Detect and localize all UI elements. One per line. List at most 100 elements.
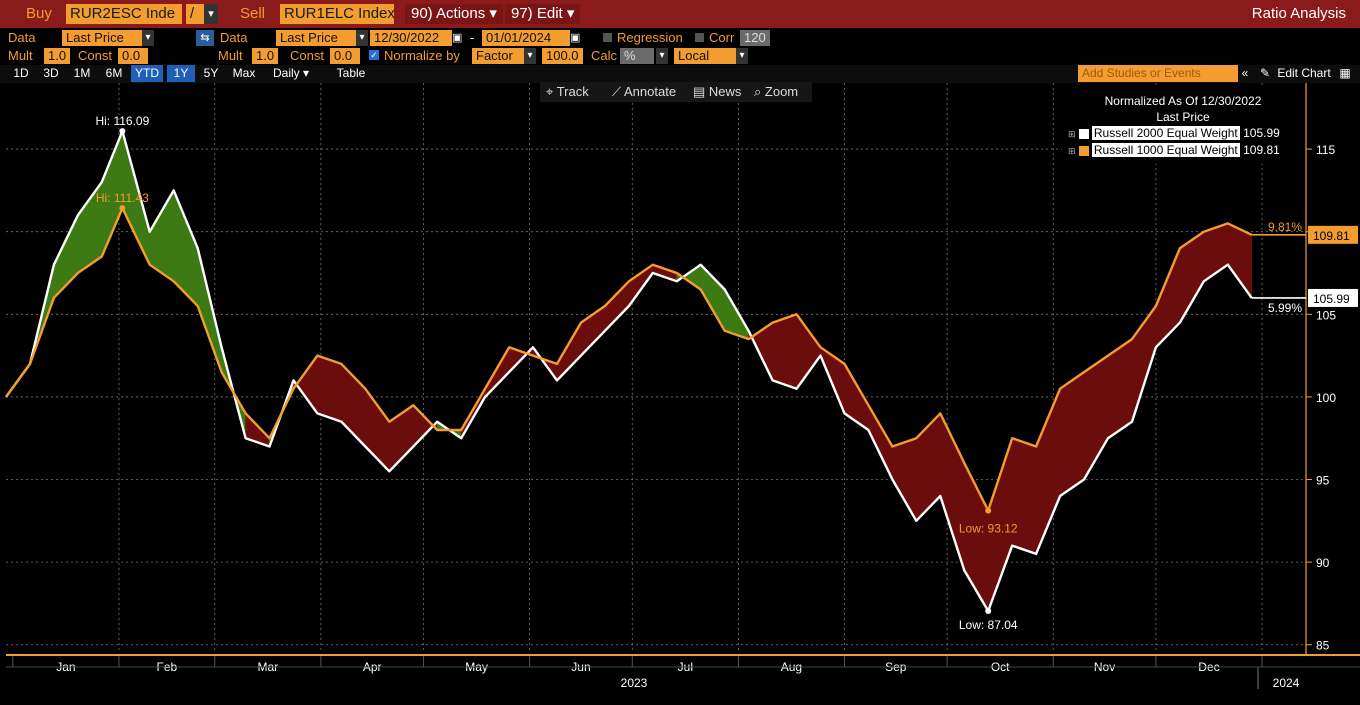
- ratio-operator-dropdown-icon[interactable]: ▾: [204, 4, 218, 24]
- grid-layout-icon[interactable]: ▦: [1339, 66, 1351, 80]
- chart-panel[interactable]: 859095100105110115JanFebMarAprMayJunJulA…: [0, 83, 1360, 702]
- date-range-dash: -: [470, 30, 475, 45]
- white-high-label-dot: [119, 128, 126, 135]
- legend-item[interactable]: ⊞ Russell 1000 Equal Weight 109.81: [1068, 143, 1280, 157]
- normalize-type-field[interactable]: Factor: [472, 48, 530, 64]
- white-last-tag: [1308, 288, 1358, 307]
- chart-legend: Normalized As Of 12/30/2022 Last Price ⊞…: [1062, 88, 1304, 164]
- edit-menu-button[interactable]: 97) Edit ▾: [505, 4, 581, 24]
- spread-fill: [173, 190, 198, 307]
- legend-swatch-orange: [1078, 145, 1089, 156]
- y-tick-label: 100: [1316, 391, 1336, 405]
- data-field-2-dropdown-icon[interactable]: ▾: [356, 30, 368, 46]
- chart-tools: ⌖ Track ⟋ Annotate ▤ News ⌕ Zoom: [540, 82, 812, 102]
- orange-low-label: Low: 93.12: [959, 522, 1018, 536]
- magnifier-icon: ⌕: [754, 84, 762, 99]
- y-tick-label: 95: [1316, 474, 1330, 488]
- data-label: Data: [8, 30, 36, 45]
- tab-1m[interactable]: 1M: [73, 66, 91, 80]
- ratio-chart[interactable]: 859095100105110115JanFebMarAprMayJunJulA…: [0, 83, 1360, 702]
- regression-label: Regression: [617, 30, 683, 45]
- white-pct-label: 5.99%: [1268, 301, 1302, 315]
- pencil-icon[interactable]: ✎: [1259, 66, 1271, 80]
- tab-ytd[interactable]: YTD: [131, 65, 163, 82]
- orange-low-label-dot: [985, 507, 992, 514]
- legend-series-name: Russell 1000 Equal Weight: [1091, 143, 1240, 157]
- spread-fill: [1227, 223, 1252, 299]
- end-date-field[interactable]: 01/01/2024: [482, 30, 570, 46]
- expand-icon[interactable]: ⊞: [1068, 129, 1076, 139]
- tab-1d[interactable]: 1D: [13, 66, 29, 80]
- const-label: Const: [78, 48, 112, 63]
- spread-fill: [796, 313, 821, 390]
- y-tick-label: 90: [1316, 556, 1330, 570]
- tab-3d[interactable]: 3D: [43, 66, 59, 80]
- zoom-button[interactable]: ⌕ Zoom: [754, 84, 798, 100]
- orange-pct-label: 9.81%: [1268, 220, 1302, 234]
- buy-ticker-field[interactable]: RUR2ESC Inde: [66, 4, 182, 24]
- range-tabs-row: 1D 3D 1M 6M YTD 1Y 5Y Max Daily ▾ Table …: [0, 65, 1360, 83]
- factor-field[interactable]: 100.0: [542, 48, 583, 64]
- legend-swatch-white: [1078, 128, 1089, 139]
- spread-fill: [772, 313, 797, 390]
- calc-label: Calc: [591, 48, 618, 63]
- data-field-1-dropdown-icon[interactable]: ▾: [142, 30, 154, 46]
- annotate-button[interactable]: ⟋ Annotate: [612, 84, 676, 100]
- data-row: Data Last Price ▾ ⇆ Data Last Price ▾ 12…: [0, 29, 1360, 47]
- tab-table[interactable]: Table: [336, 66, 366, 80]
- normalize-checkbox[interactable]: ✓: [369, 50, 379, 60]
- y-tick-label: 85: [1316, 639, 1330, 653]
- corr-checkbox[interactable]: [695, 33, 704, 42]
- spread-fill: [1011, 437, 1037, 555]
- regression-checkbox[interactable]: [603, 33, 612, 42]
- corr-label: Corr: [709, 30, 735, 45]
- news-button[interactable]: ▤ News: [693, 84, 741, 100]
- data-field-1[interactable]: Last Price: [62, 30, 150, 46]
- calendar-icon[interactable]: ▣: [452, 32, 463, 44]
- swap-icon[interactable]: ⇆: [196, 30, 214, 46]
- ratio-operator-field[interactable]: /: [186, 4, 208, 24]
- actions-menu-button[interactable]: 90) Actions ▾: [405, 4, 503, 24]
- calc-field[interactable]: %: [620, 48, 654, 64]
- tab-6m[interactable]: 6M: [105, 66, 123, 80]
- calendar-icon-2[interactable]: ▣: [570, 32, 581, 44]
- add-studies-input[interactable]: Add Studies or Events: [1078, 65, 1238, 82]
- const-label-2: Const: [290, 48, 324, 63]
- currency-dropdown-icon[interactable]: ▾: [736, 48, 748, 64]
- tab-max[interactable]: Max: [232, 66, 256, 80]
- tab-1y[interactable]: 1Y: [167, 65, 195, 82]
- series-line: [5, 129, 1253, 613]
- const-field-2[interactable]: 0.0: [330, 48, 360, 64]
- data-field-2[interactable]: Last Price: [276, 30, 364, 46]
- edit-chart-button[interactable]: Edit Chart: [1277, 66, 1331, 80]
- track-button[interactable]: ⌖ Track: [546, 84, 589, 100]
- annotate-label: Annotate: [624, 84, 677, 99]
- sell-label: Sell: [240, 5, 266, 22]
- orange-high-label: Hi: 111.43: [96, 191, 149, 205]
- spread-fill: [916, 412, 941, 522]
- currency-field[interactable]: Local: [674, 48, 738, 64]
- tab-5y[interactable]: 5Y: [203, 66, 219, 80]
- legend-item[interactable]: ⊞ Russell 2000 Equal Weight 105.99: [1068, 126, 1280, 140]
- expand-icon[interactable]: ⊞: [1068, 146, 1076, 156]
- white-low-label: Low: 87.04: [959, 618, 1018, 632]
- white-last-value: 105.99: [1313, 292, 1350, 306]
- mult-field-1[interactable]: 1.0: [44, 48, 71, 64]
- frequency-dropdown[interactable]: Daily ▾: [272, 66, 310, 80]
- start-date-field[interactable]: 12/30/2022: [370, 30, 452, 46]
- const-field-1[interactable]: 0.0: [118, 48, 148, 64]
- calc-dropdown-icon[interactable]: ▾: [656, 48, 668, 64]
- sell-ticker-field[interactable]: RUR1ELC Index: [280, 4, 395, 24]
- collapse-icon[interactable]: «: [1241, 66, 1249, 80]
- series-line: [5, 206, 1253, 512]
- mult-label-2: Mult: [218, 48, 243, 63]
- params-row: Mult 1.0 Const 0.0 Mult 1.0 Const 0.0 ✓ …: [0, 47, 1360, 65]
- page-title: Ratio Analysis: [1251, 5, 1346, 22]
- corr-period-field[interactable]: 120: [740, 30, 770, 46]
- command-bar: Buy RUR2ESC Inde / ▾ Sell RUR1ELC Index …: [0, 0, 1360, 28]
- legend-title: Normalized As Of 12/30/2022: [1104, 94, 1262, 108]
- orange-last-value: 109.81: [1313, 229, 1350, 243]
- mult-field-2[interactable]: 1.0: [252, 48, 279, 64]
- normalize-dropdown-icon[interactable]: ▾: [524, 48, 536, 64]
- legend-series-value: 109.81: [1243, 143, 1280, 157]
